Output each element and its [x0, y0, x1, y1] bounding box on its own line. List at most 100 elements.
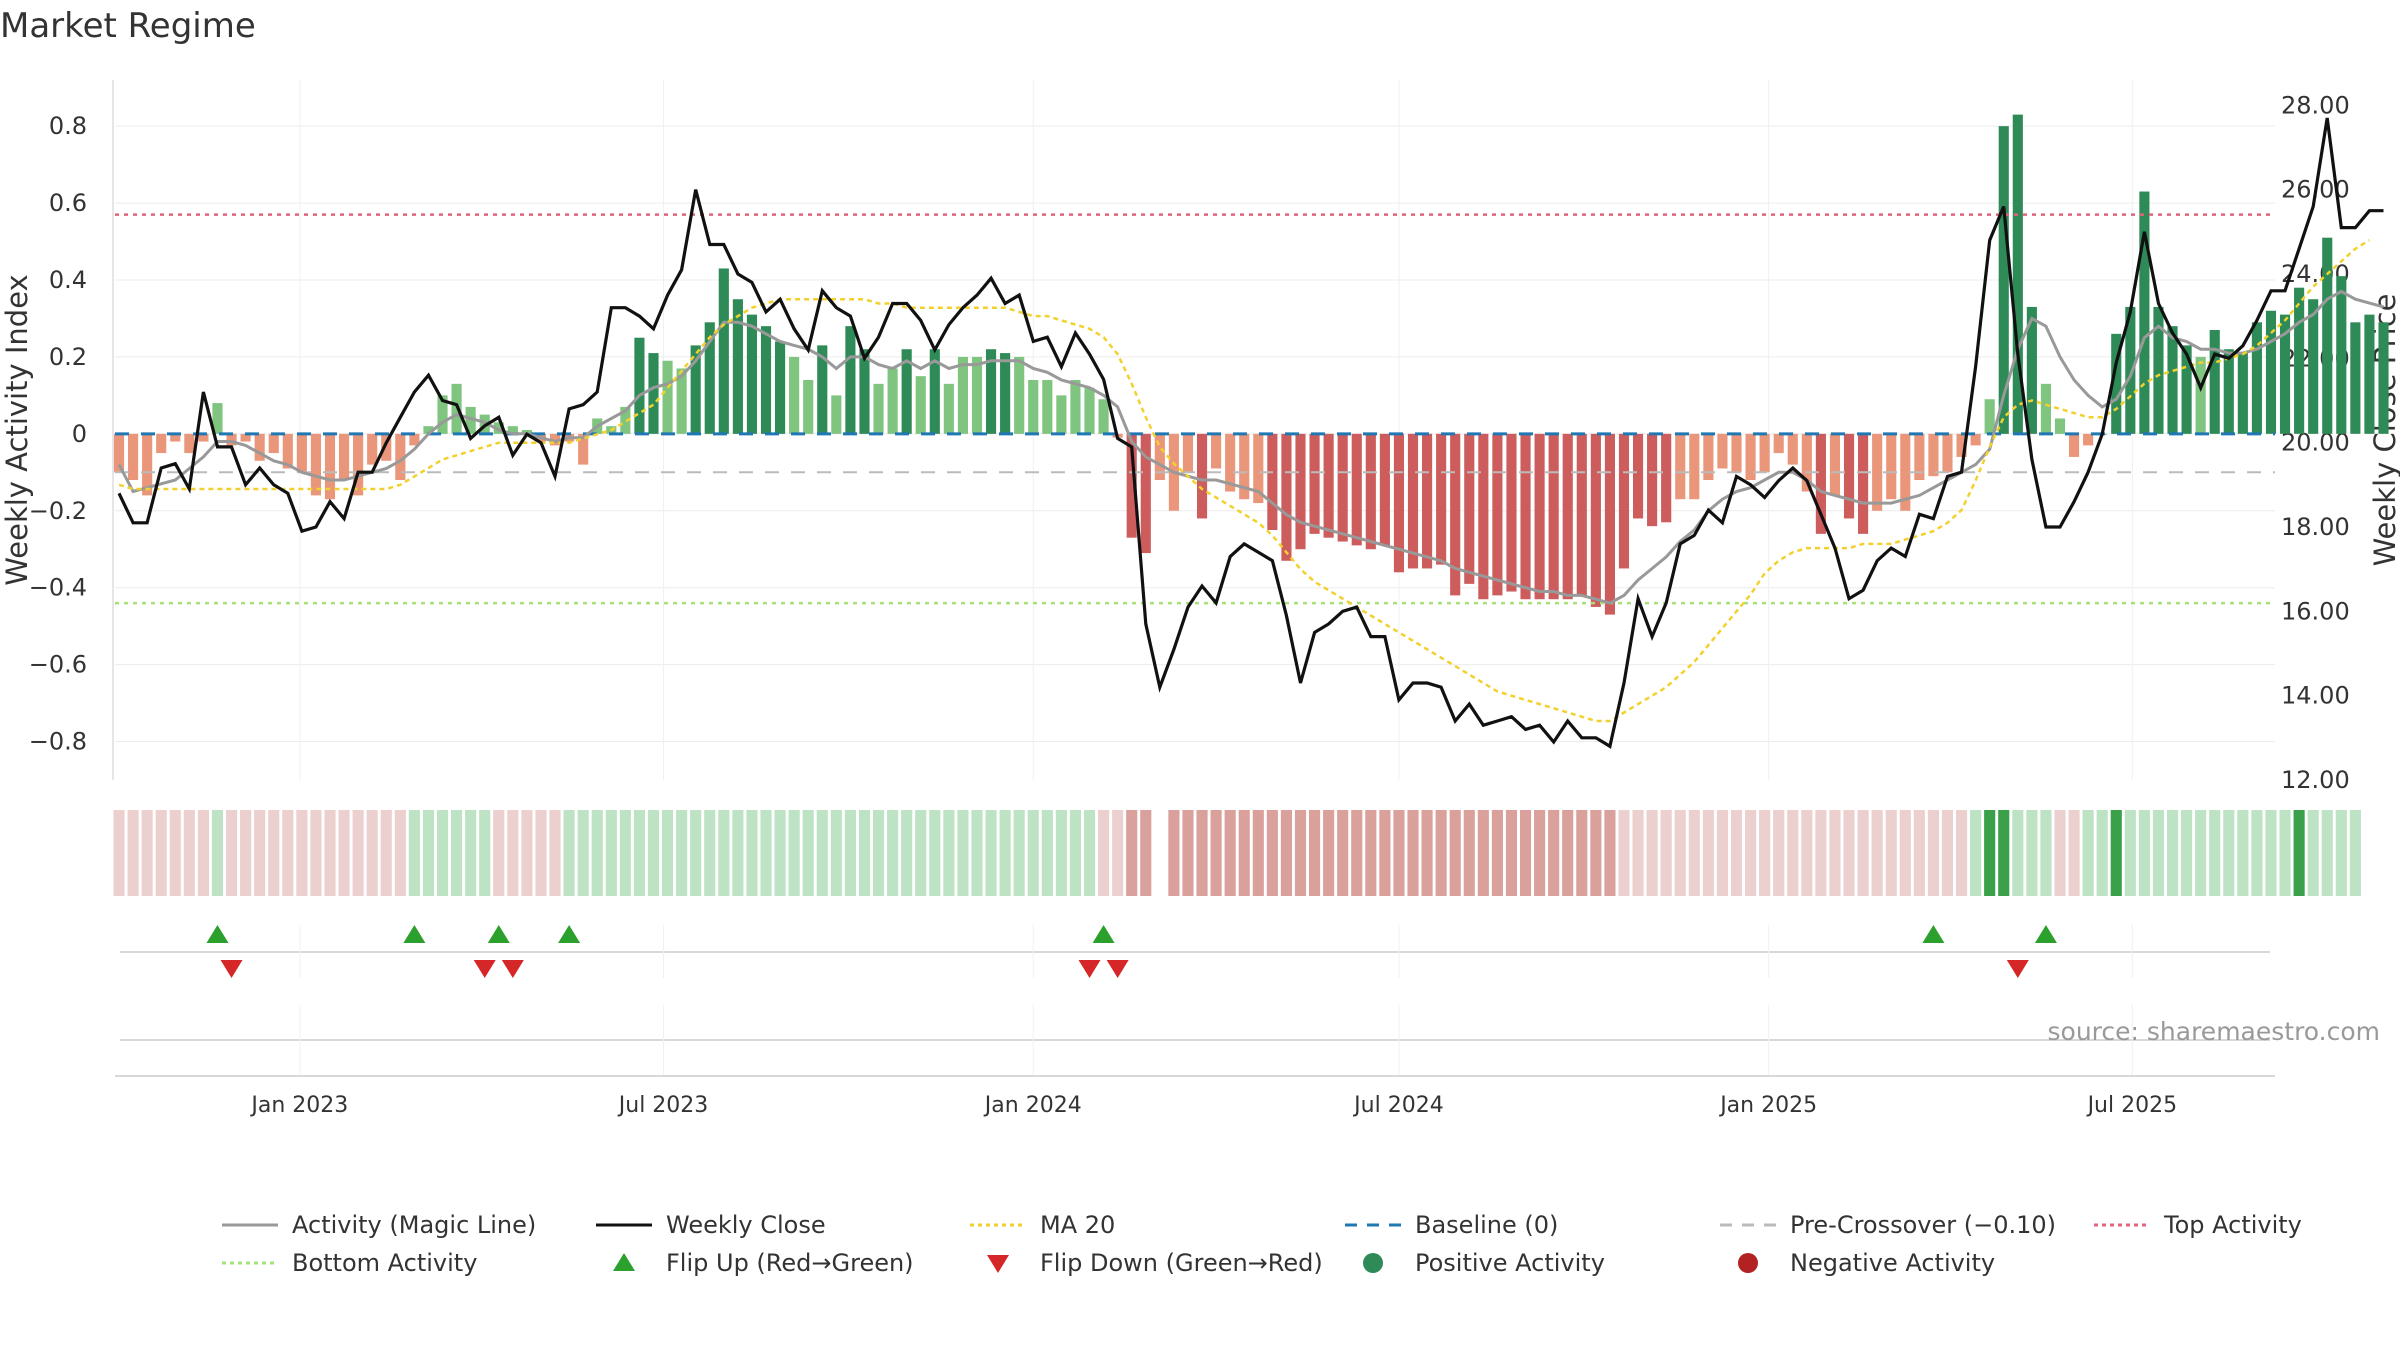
activity-bar: [929, 349, 940, 434]
activity-bar: [1618, 433, 1630, 569]
regime-cell: [1646, 810, 1658, 896]
activity-bar: [1239, 433, 1250, 500]
activity-bar: [1492, 433, 1503, 596]
activity-bar: [437, 395, 448, 434]
regime-cell: [2251, 810, 2263, 896]
activity-bar: [2181, 345, 2192, 434]
activity-bar: [1942, 433, 1953, 473]
regime-cell: [507, 810, 519, 896]
regime-cell: [1379, 810, 1391, 896]
regime-cell: [1576, 810, 1588, 896]
y2-tick-label: 12.00: [2281, 766, 2350, 794]
regime-cell: [1984, 810, 1996, 896]
activity-bar: [212, 403, 223, 434]
activity-bar: [1759, 433, 1770, 473]
activity-bar: [507, 426, 518, 434]
activity-bar: [732, 299, 743, 434]
activity-bar: [296, 433, 307, 473]
activity-bar: [2364, 314, 2375, 434]
regime-cell: [324, 810, 336, 896]
activity-bar: [465, 406, 476, 434]
regime-cell: [1773, 810, 1785, 896]
regime-cell: [1280, 810, 1292, 896]
activity-bar: [1365, 433, 1376, 550]
regime-cell: [2237, 810, 2249, 896]
regime-cell: [704, 810, 716, 896]
activity-bar: [1056, 395, 1067, 434]
regime-cell: [1745, 810, 1757, 896]
regime-cell: [2307, 810, 2319, 896]
regime-cell: [1702, 810, 1714, 896]
regime-cell: [1618, 810, 1630, 896]
regime-cell: [141, 810, 153, 896]
regime-cell: [408, 810, 420, 896]
regime-cell: [647, 810, 660, 896]
regime-cell: [676, 810, 688, 896]
regime-cell: [1337, 810, 1349, 896]
regime-cell: [1491, 810, 1503, 896]
regime-cell: [127, 810, 139, 896]
regime-cell: [1955, 810, 1968, 896]
regime-cell: [1069, 810, 1082, 896]
regime-cell: [802, 810, 814, 896]
activity-bar: [395, 433, 406, 480]
activity-bar: [113, 433, 125, 473]
regime-cell: [1055, 810, 1067, 896]
regime-cell: [1421, 810, 1433, 896]
activity-bar: [2026, 306, 2037, 434]
activity-bar: [1604, 433, 1615, 615]
regime-cell: [2040, 810, 2052, 896]
regime-cell: [1027, 810, 1039, 896]
activity-bar: [1309, 433, 1320, 534]
activity-bar: [451, 383, 462, 434]
activity-bar: [1351, 433, 1362, 546]
regime-cell: [1210, 810, 1222, 896]
regime-cell: [225, 810, 238, 896]
flip-down-marker: [220, 960, 243, 978]
regime-cell: [254, 810, 266, 896]
legend-swatch: [1738, 1253, 1758, 1273]
activity-bar: [521, 430, 532, 434]
activity-bar: [1632, 433, 1644, 519]
activity-bar: [690, 345, 701, 434]
legend-swatch: [1363, 1253, 1383, 1273]
regime-cell: [1801, 810, 1813, 896]
regime-cell: [1252, 810, 1264, 896]
activity-bar: [2125, 306, 2136, 434]
legend-label: Baseline (0): [1415, 1211, 1558, 1239]
regime-cell: [2026, 810, 2038, 896]
y-tick-label: −0.6: [29, 651, 87, 679]
regime-cell: [380, 810, 392, 896]
activity-bar: [1858, 433, 1869, 534]
activity-bar: [1801, 433, 1812, 492]
activity-bar: [2223, 349, 2234, 434]
regime-cell: [1041, 810, 1053, 896]
regime-cell: [1196, 810, 1208, 896]
regime-cell: [985, 810, 997, 896]
regime-cell: [2293, 810, 2305, 896]
regime-cell: [282, 810, 294, 896]
activity-bar: [2251, 322, 2262, 434]
activity-bar: [704, 322, 715, 434]
regime-cell: [1899, 810, 1911, 896]
regime-cell: [830, 810, 842, 896]
regime-cell: [2054, 810, 2066, 896]
regime-cell: [479, 810, 491, 896]
flip-up-marker: [2034, 925, 2057, 943]
regime-cell: [1266, 810, 1278, 896]
regime-cell: [2195, 810, 2207, 896]
activity-bar: [803, 380, 814, 434]
legend-swatch: [613, 1253, 635, 1271]
y2-tick-label: 28.00: [2281, 91, 2350, 119]
y-axis-label: Weekly Activity Index: [0, 274, 34, 585]
regime-cell: [1660, 810, 1672, 896]
x-tick-label: Jan 2023: [249, 1093, 348, 1118]
flip-up-marker: [1922, 925, 1945, 943]
regime-cell: [465, 810, 477, 896]
activity-bar: [1562, 433, 1573, 600]
regime-cell: [1126, 810, 1138, 896]
regime-cell: [915, 810, 927, 896]
y2-tick-label: 18.00: [2281, 513, 2350, 541]
regime-cell: [2068, 810, 2080, 896]
regime-cell: [872, 810, 885, 896]
